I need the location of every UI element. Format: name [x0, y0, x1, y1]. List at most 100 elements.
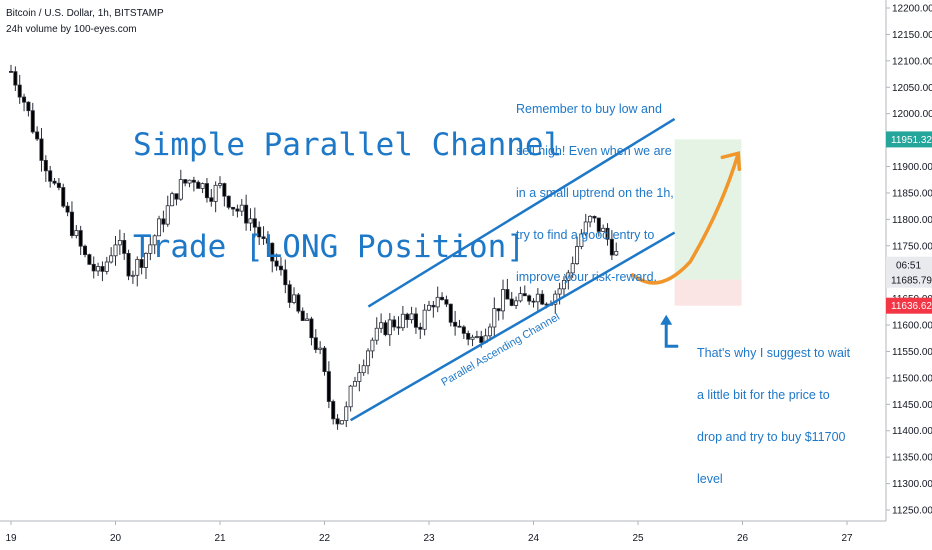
channel-lower-line[interactable]: [349, 231, 676, 422]
bear-candle: [505, 289, 510, 300]
bear-candle: [61, 187, 66, 207]
bull-candle: [318, 347, 323, 350]
bear-candle: [91, 263, 96, 272]
bull-candle: [474, 336, 479, 338]
bull-candle: [239, 204, 244, 212]
stop-price-badge[interactable]: 11636.62: [891, 301, 932, 312]
bear-candle: [257, 226, 262, 238]
target-price-badge[interactable]: 11951.32: [891, 135, 932, 146]
bull-candle: [352, 380, 357, 387]
bear-candle: [479, 336, 484, 343]
bottom-note-line: a little bit for the price to: [697, 388, 830, 402]
indicator-header[interactable]: 24h volume by 100-eyes.com: [6, 24, 137, 35]
bear-candle: [30, 110, 35, 133]
bear-candle: [122, 240, 127, 254]
bear-candle: [196, 181, 201, 189]
bear-candle: [26, 101, 31, 112]
bear-candle: [418, 326, 423, 330]
price-tick-label: 12100.00: [892, 56, 932, 67]
time-tick-label: 26: [737, 533, 749, 544]
stop-price-badge-bg: [886, 297, 932, 314]
bear-candle: [496, 308, 501, 312]
price-tick-label: 11350.00: [892, 453, 932, 464]
bull-candle: [248, 218, 253, 224]
bear-candle: [65, 205, 70, 213]
bull-candle: [148, 244, 153, 254]
target-zone: [674, 139, 742, 280]
entry-arrow-icon: [664, 322, 679, 348]
bear-candle: [335, 418, 340, 425]
bull-candle: [601, 227, 606, 232]
bull-candle: [292, 294, 297, 303]
current-price-label[interactable]: 11685.79: [891, 276, 932, 287]
price-tick-label: 11500.00: [892, 373, 932, 384]
bear-candle: [191, 179, 196, 183]
time-tick-label: 25: [632, 533, 644, 544]
top-note-line: in a small uptrend on the 1h,: [516, 186, 674, 200]
bull-candle: [583, 221, 588, 235]
bear-candle: [300, 310, 305, 321]
bull-candle: [117, 240, 122, 246]
bull-candle: [400, 313, 405, 329]
entry-arrow-head: [660, 314, 673, 325]
bull-candle: [74, 230, 79, 236]
bull-candle: [344, 406, 349, 422]
bull-candle: [518, 293, 523, 302]
price-tick-label: 12000.00: [892, 109, 932, 120]
current-price-bg: [886, 256, 932, 288]
bull-candle: [113, 244, 118, 257]
chart-title-line-1: Simple Parallel Channel: [133, 127, 563, 163]
bull-candle: [535, 293, 540, 303]
bear-candle: [87, 254, 92, 265]
bear-candle: [100, 266, 105, 272]
bull-candle: [366, 350, 371, 367]
bull-candle: [374, 327, 379, 341]
bull-candle: [409, 313, 414, 321]
bull-candle: [370, 339, 375, 352]
bull-candle: [422, 309, 427, 330]
time-tick-label: 24: [528, 533, 540, 544]
bear-candle: [261, 236, 266, 239]
bull-candle: [514, 300, 519, 306]
bear-candle: [43, 160, 48, 172]
bear-candle: [322, 347, 327, 373]
bear-candle: [252, 218, 257, 228]
bull-candle: [570, 263, 575, 274]
price-tick-label: 11850.00: [892, 188, 932, 199]
bear-candle: [457, 325, 462, 328]
bear-candle: [235, 208, 240, 212]
bottom-note-line: drop and try to buy $11700: [697, 430, 846, 444]
price-tick-label: 12150.00: [892, 30, 932, 41]
bear-candle: [396, 326, 401, 329]
price-tick-label: 11900.00: [892, 162, 932, 173]
bull-candle: [200, 183, 205, 189]
projection-arrowhead: [720, 151, 742, 172]
bear-candle: [326, 371, 331, 402]
bear-candle: [383, 322, 388, 336]
bull-candle: [553, 293, 558, 305]
target-price-badge-bg: [886, 131, 932, 148]
bear-candle: [596, 217, 601, 232]
projection-path: [631, 151, 741, 285]
price-tick-label: 11450.00: [892, 400, 932, 411]
bull-candle: [143, 252, 148, 268]
bull-candle: [339, 420, 344, 425]
bull-candle: [157, 218, 162, 237]
bear-candle: [527, 295, 532, 302]
symbol-header[interactable]: Bitcoin / U.S. Dollar, 1h, BITSTAMP: [6, 8, 164, 19]
current-time-label[interactable]: 06:51: [896, 261, 921, 272]
bear-candle: [540, 293, 545, 305]
bear-candle: [274, 260, 279, 267]
bear-candle: [453, 321, 458, 327]
bull-candle: [357, 372, 362, 382]
bear-candle: [313, 337, 318, 350]
price-tick-label: 11800.00: [892, 215, 932, 226]
bear-candle: [161, 218, 166, 225]
bear-candle: [413, 313, 418, 328]
bull-candle: [579, 233, 584, 247]
channel-upper-line[interactable]: [367, 117, 676, 308]
bear-candle: [283, 269, 288, 286]
bull-candle: [187, 179, 192, 184]
bear-candle: [309, 318, 314, 339]
